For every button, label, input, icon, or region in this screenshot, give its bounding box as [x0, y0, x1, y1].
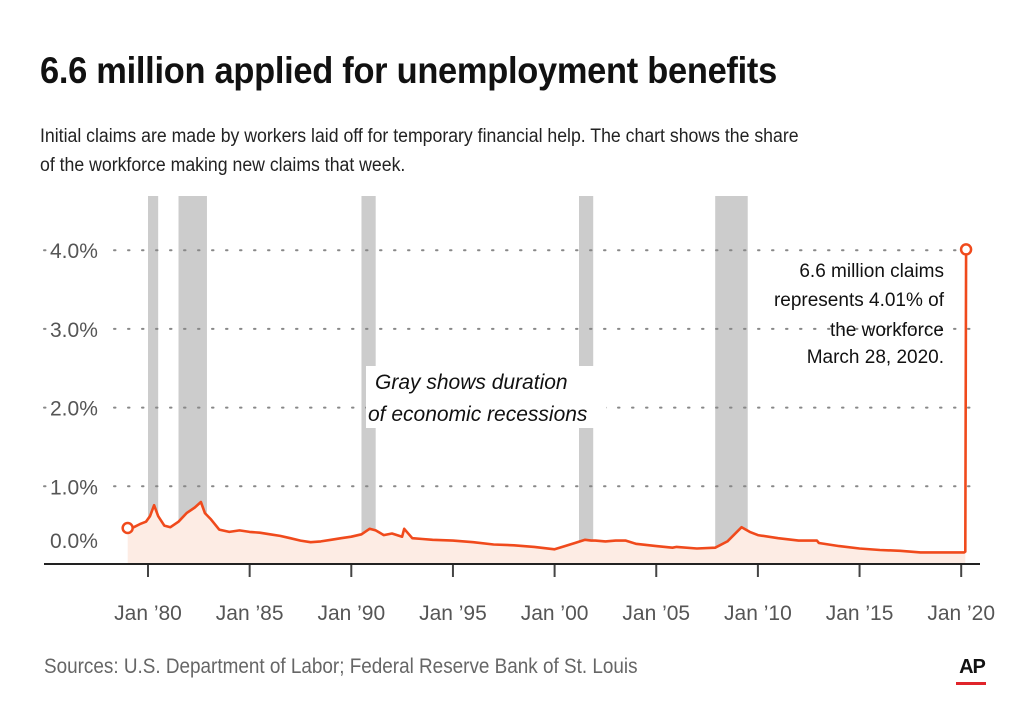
- recession-band: [715, 196, 748, 563]
- recession-band: [148, 196, 159, 563]
- x-tick-label: Jan ’95: [419, 602, 487, 625]
- x-tick-label: Jan ’00: [521, 602, 589, 625]
- y-tick-label: 2.0%: [50, 398, 98, 421]
- y-tick-label: 1.0%: [50, 476, 98, 499]
- x-tick-label: Jan ’05: [622, 602, 690, 625]
- x-axis-ticks: Jan ’80 Jan ’85 Jan ’90 Jan ’95 Jan ’00 Jan ’…: [114, 565, 995, 625]
- y-axis-labels: 0.0% 1.0% 2.0% 3.0% 4.0%: [48, 236, 103, 553]
- area-fill: [127, 502, 966, 563]
- recession-bands: [148, 196, 748, 563]
- x-tick-label: Jan ’80: [114, 602, 182, 625]
- start-point-marker: [121, 521, 134, 535]
- source-note: Sources: U.S. Department of Labor; Feder…: [44, 655, 638, 678]
- x-tick-label: Jan ’10: [724, 602, 792, 625]
- ap-logo: AP: [956, 656, 988, 685]
- recession-note-bg: [366, 366, 606, 428]
- ap-logo-bar: [956, 682, 986, 685]
- y-tick-label: 4.0%: [50, 240, 98, 263]
- spike-annotation-line-4: March 28, 2020.: [807, 347, 944, 368]
- y-label-bg: [48, 393, 103, 420]
- x-tick-label: Jan ’85: [216, 602, 284, 625]
- chart-title: 6.6 million applied for unemployment ben…: [40, 50, 777, 91]
- series-line: [127, 249, 968, 554]
- ap-logo-text: AP: [959, 656, 986, 678]
- x-tick-label: Jan ’15: [826, 602, 894, 625]
- y-label-bg: [48, 472, 103, 499]
- y-label-bg: [48, 314, 103, 341]
- spike-annotation-line-2: represents 4.01% of: [774, 290, 945, 311]
- y-tick-label: 0.0%: [50, 530, 98, 553]
- spike-annotation-line-1: 6.6 million claims: [799, 261, 944, 282]
- gridlines: [43, 249, 981, 488]
- peak-point-marker: [959, 243, 973, 256]
- spike-annotation-line-3: the workforce: [830, 320, 944, 341]
- recession-note-line-1: Gray shows duration: [375, 371, 568, 394]
- recession-note-line-2: of economic recessions: [368, 403, 588, 426]
- x-tick-label: Jan ’90: [317, 602, 385, 625]
- x-tick-label: Jan ’20: [927, 602, 995, 625]
- y-tick-label: 3.0%: [50, 319, 98, 342]
- chart-subtitle: Initial claims are made by workers laid …: [40, 126, 799, 176]
- y-label-bg: [48, 236, 103, 263]
